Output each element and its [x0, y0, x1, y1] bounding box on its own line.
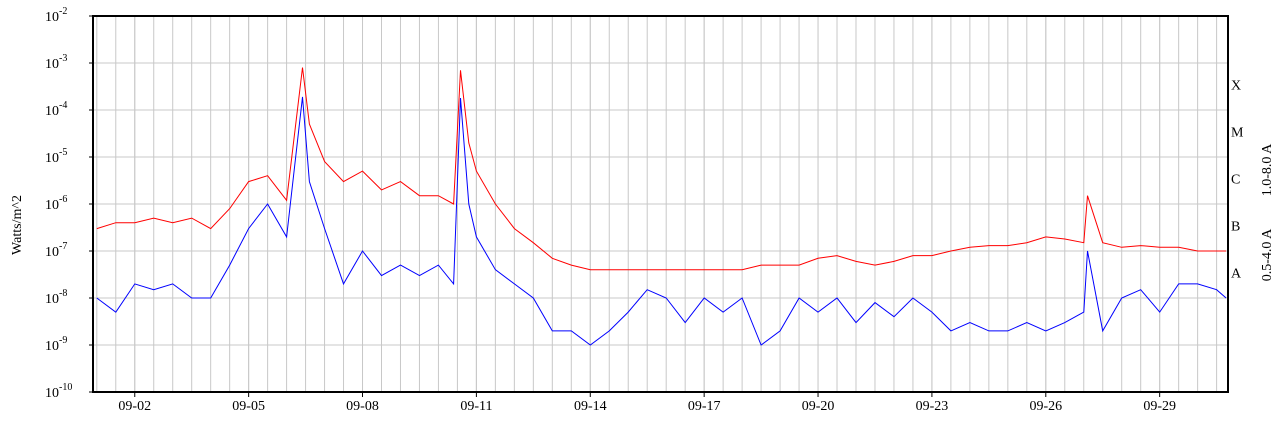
y-tick-base: 10	[45, 198, 59, 213]
y-axis-label: Watts/m^2	[10, 195, 25, 255]
y-tick-base: 10	[45, 10, 59, 25]
flux-line	[96, 67, 1227, 271]
plot-frame	[92, 15, 1229, 393]
y-tick-label: 10-5	[45, 147, 67, 166]
y-tick-base: 10	[45, 339, 59, 354]
y-tick-exponent: -3	[59, 53, 67, 64]
y-tick-label: 10-6	[45, 194, 67, 213]
y-tick-exponent: -4	[59, 100, 67, 111]
y-tick-base: 10	[45, 104, 59, 119]
y-tick-label: 10-2	[45, 6, 67, 25]
y-tick-label: 10-4	[45, 100, 67, 119]
y-tick-label: 10-8	[45, 288, 67, 307]
y-tick-exponent: -9	[59, 335, 67, 346]
y-tick-exponent: -7	[59, 241, 67, 252]
y-tick-label: 10-10	[45, 382, 72, 401]
flare-class-label: A	[1231, 267, 1242, 282]
flux-line	[96, 96, 1227, 346]
flare-class-label: C	[1231, 173, 1240, 188]
y-tick-label: 10-9	[45, 335, 67, 354]
y-tick-exponent: -5	[59, 147, 67, 158]
x-tick-label: 09-08	[346, 399, 379, 414]
x-tick-label: 09-17	[688, 399, 721, 414]
flare-class-label: X	[1231, 79, 1241, 94]
y-tick-exponent: -2	[59, 6, 67, 17]
y-tick-base: 10	[45, 386, 59, 401]
x-tick-label: 09-23	[916, 399, 949, 414]
y-tick-base: 10	[45, 57, 59, 72]
x-tick-label: 09-11	[460, 399, 492, 414]
x-tick-label: 09-26	[1029, 399, 1062, 414]
flare-class-label: M	[1231, 126, 1244, 141]
y-tick-base: 10	[45, 151, 59, 166]
x-tick-label: 09-14	[574, 399, 607, 414]
x-tick-label: 09-20	[802, 399, 835, 414]
legend-label: 0.5-4.0 A	[1260, 228, 1275, 281]
x-tick-label: 09-05	[232, 399, 265, 414]
x-tick-label: 09-29	[1143, 399, 1176, 414]
y-tick-label: 10-3	[45, 53, 67, 72]
y-tick-base: 10	[45, 292, 59, 307]
y-tick-exponent: -6	[59, 194, 67, 205]
legend-label: 1.0-8.0 A	[1260, 143, 1275, 196]
y-tick-base: 10	[45, 245, 59, 260]
y-tick-exponent: -8	[59, 288, 67, 299]
x-tick-label: 09-02	[118, 399, 151, 414]
y-tick-exponent: -10	[59, 382, 72, 393]
y-tick-label: 10-7	[45, 241, 67, 260]
flare-class-label: B	[1231, 220, 1240, 235]
